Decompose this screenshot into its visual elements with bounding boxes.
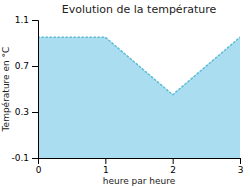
title: Evolution de la température: [62, 3, 217, 16]
tick: 0.7: [15, 61, 38, 71]
tick-label: 3: [238, 165, 244, 175]
marks: [38, 37, 240, 158]
tick-mark: [32, 20, 38, 21]
tick-mark: [105, 158, 106, 164]
y-axis-line: [32, 21, 39, 159]
tick: 1.1: [15, 15, 38, 25]
tick: 0: [36, 158, 42, 175]
tick: 3: [238, 158, 244, 175]
tick-label: 0: [36, 165, 42, 175]
tick-mark: [240, 158, 241, 164]
x-axis: 0 1 2 3: [36, 158, 244, 175]
tick-mark: [32, 112, 38, 113]
x-axis-title: heure par heure: [103, 176, 176, 186]
tick: 2: [170, 158, 176, 175]
x-axis-line: [39, 159, 241, 165]
y-axis: -0.1 0.3 0.7 1.1: [11, 15, 38, 163]
tick-mark: [173, 158, 174, 164]
tick: 1: [103, 158, 109, 175]
plot-area: 0 1 2 3 -0.1 0.3 0.7 1.1: [11, 15, 243, 175]
chart: 0 1 2 3 -0.1 0.3 0.7 1.1 Evolution de la tempéra…: [0, 0, 250, 188]
tick: 0.3: [15, 107, 38, 117]
tick-label: 2: [170, 165, 176, 175]
tick-label: 1: [103, 165, 109, 175]
y-axis-title: Température en °C: [1, 47, 11, 133]
tick: -0.1: [11, 153, 38, 163]
tick-label: 0.7: [15, 61, 29, 71]
line: [38, 37, 240, 95]
tick-label: 1.1: [15, 15, 29, 25]
tick-label: -0.1: [11, 153, 29, 163]
tick-mark: [32, 158, 38, 159]
tick-label: 0.3: [15, 107, 29, 117]
tick-mark: [32, 66, 38, 67]
area: [38, 37, 240, 158]
